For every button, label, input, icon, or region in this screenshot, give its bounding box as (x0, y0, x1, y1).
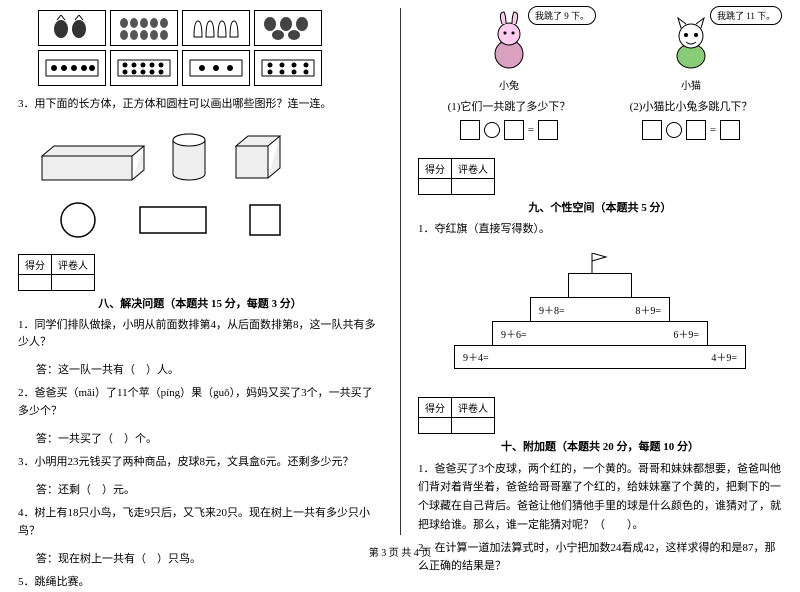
score-label: 得分 (419, 159, 452, 179)
eq-op[interactable] (484, 122, 500, 138)
sub-q2: (2)小猫比小兔多跳几下？ = (630, 98, 753, 140)
grader-label: 评卷人 (452, 397, 495, 417)
q8-2-answer: 答：一共买了（ ）个。 (36, 431, 382, 449)
pyramid-level-3: 9＋6= 6＋9= (492, 321, 708, 345)
rabbit-bubble: 我跳了 9 下。 (528, 6, 596, 25)
q8-1: 1．同学们排队做操，小明从前面数排第4，从后面数排第8，这一队共有多少人？ (18, 317, 382, 352)
eq-box[interactable] (460, 120, 480, 140)
cuboid-icon (38, 142, 148, 182)
equals-sign: = (710, 124, 716, 136)
solids-row (38, 132, 382, 182)
sub-q1: (1)它们一共跳了多少下？ = (448, 98, 571, 140)
grid-cell (254, 10, 322, 46)
pyramid-eq: 8＋9= (635, 302, 661, 317)
section-10-title: 十、附加题（本题共 20 分，每题 10 分） (418, 438, 782, 454)
pyramid-eq: 9＋6= (501, 326, 527, 341)
cube-icon (230, 132, 284, 182)
q8-1-answer: 答：这一队一共有（ ）人。 (36, 362, 382, 380)
equation-row: (1)它们一共跳了多少下？ = (2)小猫比小兔多跳几下？ = (418, 98, 782, 140)
eq-box[interactable] (504, 120, 524, 140)
eq-box[interactable] (538, 120, 558, 140)
grid-cell (110, 10, 178, 46)
pyramid-eq: 4＋9= (711, 349, 737, 364)
grader-label: 评卷人 (52, 254, 95, 274)
score-box: 得分评卷人 (418, 158, 495, 195)
q8-5: 5．跳绳比赛。 (18, 574, 382, 592)
grid-cell (182, 50, 250, 86)
eq-boxes-2: = (630, 120, 753, 140)
q8-4: 4．树上有18只小鸟，飞走9只后，又飞来20只。现在树上一共有多少只小鸟？ (18, 505, 382, 540)
page-footer: 第 3 页 共 4 页 (0, 544, 800, 559)
section-9-title: 九、个性空间（本题共 5 分） (418, 199, 782, 215)
cat-bubble: 我跳了 11 下。 (710, 6, 782, 25)
eq-box[interactable] (720, 120, 740, 140)
rabbit-block: 我跳了 9 下。 小兔 (484, 10, 534, 92)
pyramid-eq: 6＋9= (673, 326, 699, 341)
cat-label: 小猫 (666, 77, 716, 92)
eq-op[interactable] (666, 122, 682, 138)
score-box: 得分评卷人 (418, 397, 495, 434)
grader-label: 评卷人 (452, 159, 495, 179)
q8-2: 2．爸爸买（mǎi）了11个苹（píng）果（guǒ），妈妈又买了3个，一共买了… (18, 385, 382, 420)
square-icon (248, 203, 282, 237)
pyramid-level-1 (568, 273, 632, 297)
q10-1: 1．爸爸买了3个皮球，两个红的，一个黄的。哥哥和妹妹都想要，爸爸叫他们背对着背坐… (418, 460, 782, 535)
grid-cell (38, 10, 106, 46)
question-3: 3．用下面的长方体，正方体和圆柱可以画出哪些图形？连一连。 (18, 96, 382, 114)
sub-q2-text: (2)小猫比小兔多跳几下？ (630, 98, 753, 114)
grid-cell (110, 50, 178, 86)
pyramid-eq: 9＋4= (463, 349, 489, 364)
score-label: 得分 (19, 254, 52, 274)
eq-box[interactable] (642, 120, 662, 140)
pyramid-level-2: 9＋8= 8＋9= (530, 297, 670, 321)
grid-cell (254, 50, 322, 86)
characters-row: 我跳了 9 下。 小兔 我跳了 11 下。 小猫 (418, 10, 782, 92)
right-column: 我跳了 9 下。 小兔 我跳了 11 下。 小猫 (1)它们一共跳了多少下？ (400, 0, 800, 565)
left-column: 3．用下面的长方体，正方体和圆柱可以画出哪些图形？连一连。 得分评卷人 八、解决… (0, 0, 400, 565)
cat-block: 我跳了 11 下。 小猫 (666, 10, 716, 92)
eq-boxes-1: = (448, 120, 571, 140)
flat-shapes-row (58, 200, 382, 240)
flag-icon (588, 253, 612, 273)
pyramid-eq: 9＋8= (539, 302, 565, 317)
circle-icon (58, 200, 98, 240)
rectangle-icon (138, 205, 208, 235)
rabbit-icon (484, 10, 534, 70)
rabbit-label: 小兔 (484, 77, 534, 92)
picture-grid (38, 10, 382, 86)
pyramid-level-4: 9＋4= 4＋9= (454, 345, 746, 369)
q8-3: 3．小明用23元钱买了两种商品，皮球8元，文具盒6元。还剩多少元？ (18, 454, 382, 472)
section-8-title: 八、解决问题（本题共 15 分，每题 3 分） (18, 295, 382, 311)
grid-cell (182, 10, 250, 46)
q8-3-answer: 答：还剩（ ）元。 (36, 482, 382, 500)
eq-box[interactable] (686, 120, 706, 140)
score-box: 得分评卷人 (18, 254, 95, 291)
score-label: 得分 (419, 397, 452, 417)
cylinder-icon (168, 132, 210, 182)
q9-1: 1．夺红旗（直接写得数）。 (418, 221, 782, 239)
equals-sign: = (528, 124, 534, 136)
cat-icon (666, 10, 716, 70)
pyramid-diagram: 9＋8= 8＋9= 9＋6= 6＋9= 9＋4= 4＋9= (418, 253, 782, 383)
sub-q1-text: (1)它们一共跳了多少下？ (448, 98, 571, 114)
grid-cell (38, 50, 106, 86)
